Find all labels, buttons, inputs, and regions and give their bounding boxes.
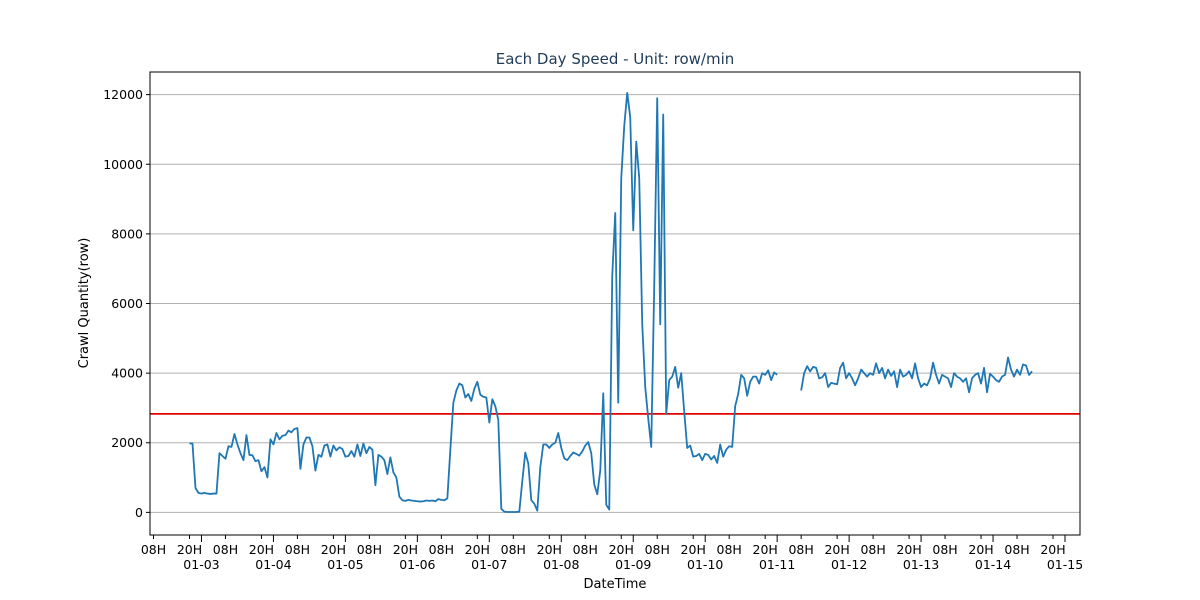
x-hour-tick-label: 20H: [537, 542, 562, 557]
y-tick-label: 4000: [111, 366, 143, 381]
x-hour-tick-label: 20H: [968, 542, 993, 557]
x-day-tick-label: 01-14: [975, 557, 1011, 572]
x-axis-ticks: 08H 20H 08H 20H 08H 20H 08H 20H 08H 20H 08H 20H 08H 2…: [141, 535, 1083, 572]
x-hour-tick-label: 08H: [1004, 542, 1029, 557]
x-hour-tick-label: 20H: [681, 542, 706, 557]
x-axis-label: DateTime: [584, 577, 647, 592]
x-hour-tick-label: 08H: [788, 542, 813, 557]
x-hour-tick-label: 08H: [932, 542, 957, 557]
x-day-tick-label: 01-07: [471, 557, 507, 572]
x-day-tick-label: 01-09: [615, 557, 651, 572]
x-day-tick-label: 01-06: [399, 557, 435, 572]
x-hour-tick-label: 08H: [573, 542, 598, 557]
x-hour-tick-label: 20H: [249, 542, 274, 557]
x-hour-tick-label: 20H: [321, 542, 346, 557]
x-hour-tick-label: 20H: [465, 542, 490, 557]
y-tick-label: 12000: [103, 87, 143, 102]
y-tick-label: 8000: [111, 226, 143, 241]
x-day-tick-label: 01-05: [327, 557, 363, 572]
y-tick-label: 6000: [111, 296, 143, 311]
x-hour-tick-label: 20H: [753, 542, 778, 557]
chart-title: Each Day Speed - Unit: row/min: [496, 50, 735, 68]
y-axis-label: Crawl Quantity(row): [77, 238, 92, 369]
gridlines: [150, 94, 1080, 513]
x-hour-tick-label: 08H: [645, 542, 670, 557]
x-day-tick-label: 01-12: [831, 557, 867, 572]
x-day-tick-label: 01-13: [903, 557, 939, 572]
x-hour-tick-label: 20H: [896, 542, 921, 557]
x-hour-tick-label: 08H: [501, 542, 526, 557]
x-hour-tick-label: 20H: [1040, 542, 1065, 557]
x-day-tick-label: 01-10: [687, 557, 723, 572]
x-day-tick-label: 01-04: [255, 557, 291, 572]
x-hour-tick-label: 20H: [824, 542, 849, 557]
x-hour-tick-label: 08H: [213, 542, 238, 557]
series-line-segment: [800, 356, 1033, 394]
x-hour-tick-label: 08H: [860, 542, 885, 557]
series-line-segment: [189, 91, 778, 513]
y-tick-label: 2000: [111, 435, 143, 450]
x-hour-tick-label: 20H: [609, 542, 634, 557]
x-day-tick-label: 01-08: [543, 557, 579, 572]
x-day-tick-label: 01-03: [183, 557, 219, 572]
x-hour-tick-label: 08H: [285, 542, 310, 557]
x-hour-tick-label: 08H: [429, 542, 454, 557]
series-lines: [189, 91, 1033, 513]
x-hour-tick-label: 20H: [177, 542, 202, 557]
y-axis-ticks: 0 2000 4000 6000 8000 10000 12000: [103, 87, 150, 520]
x-day-tick-label: 01-15: [1047, 557, 1083, 572]
x-day-tick-label: 01-11: [759, 557, 795, 572]
x-hour-tick-label: 20H: [393, 542, 418, 557]
x-hour-tick-label: 08H: [141, 542, 166, 557]
y-tick-label: 0: [135, 505, 143, 520]
x-hour-tick-label: 08H: [357, 542, 382, 557]
y-tick-label: 10000: [103, 157, 143, 172]
x-hour-tick-label: 08H: [717, 542, 742, 557]
